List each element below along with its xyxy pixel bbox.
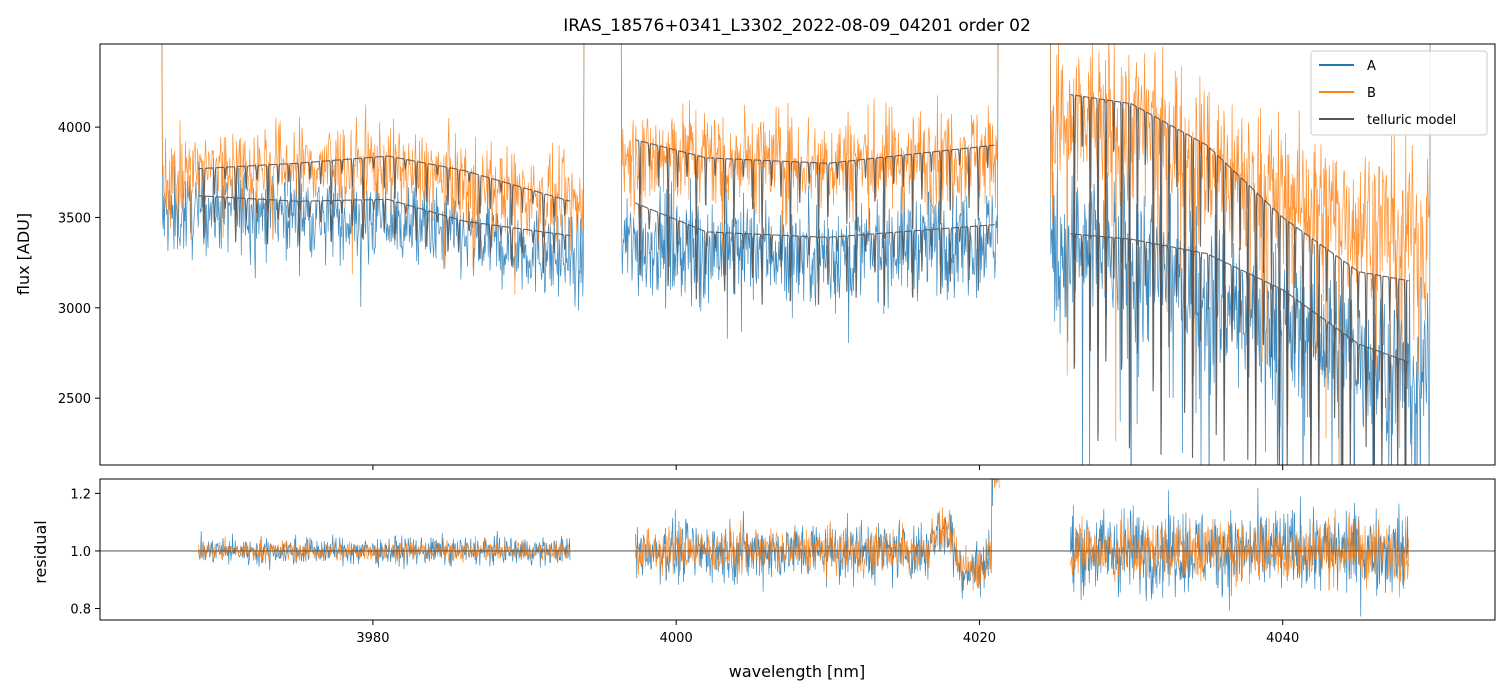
legend-label-b: B xyxy=(1367,86,1376,101)
flux-y-tick-label: 3000 xyxy=(58,302,91,317)
x-tick-label: 3980 xyxy=(356,631,389,646)
flux-plot-area xyxy=(161,44,1431,465)
telluric-model-curve-a-1 xyxy=(198,195,571,274)
legend: A B telluric model xyxy=(1310,50,1488,136)
residual-axes: 0.8 1.0 1.2 3980 4000 4020 4040 xyxy=(70,487,1299,646)
residual-plot-area xyxy=(100,479,1495,617)
telluric-model-curve-a-3 xyxy=(635,202,995,306)
residual-y-tick-label: 1.2 xyxy=(70,487,91,502)
x-tick-label: 4020 xyxy=(963,631,996,646)
residual-panel-frame xyxy=(99,478,1496,621)
residual-y-tick-label: 1.0 xyxy=(70,545,91,560)
residual-series-b-segment-3 xyxy=(1070,508,1409,598)
legend-box xyxy=(1310,50,1488,136)
telluric-model-curve-b-6 xyxy=(1070,94,1409,465)
telluric-model-curve-a-5 xyxy=(1070,233,1409,465)
x-tick-label: 4000 xyxy=(660,631,693,646)
flux-y-tick-label: 2500 xyxy=(58,392,91,407)
legend-label-telluric: telluric model xyxy=(1367,113,1456,128)
flux-series-b-segment-1 xyxy=(161,44,585,295)
residual-panel: 0.8 1.0 1.2 3980 4000 4020 4040 residual wavel… xyxy=(31,478,1496,681)
telluric-model-curve-b-4 xyxy=(635,139,995,239)
flux-axes: 2500 3000 3500 4000 xyxy=(58,121,1284,470)
x-tick-label: 4040 xyxy=(1266,631,1299,646)
telluric-model-curve-b-2 xyxy=(198,155,571,238)
chart-title: IRAS_18576+0341_L3302_2022-08-09_04201 o… xyxy=(563,16,1031,36)
flux-panel: 2500 3000 3500 4000 flux [ADU] A B telluric… xyxy=(14,43,1496,470)
residual-series-b-segment-1 xyxy=(198,536,571,565)
residual-series-a-segment-2 xyxy=(634,479,998,599)
flux-panel-frame xyxy=(99,43,1496,466)
flux-y-axis-label: flux [ADU] xyxy=(14,213,33,295)
flux-y-tick-label: 3500 xyxy=(58,211,91,226)
residual-y-axis-label: residual xyxy=(31,520,50,583)
residual-series-b-segment-2 xyxy=(634,479,1000,592)
residual-y-tick-label: 0.8 xyxy=(70,602,91,617)
legend-label-a: A xyxy=(1367,59,1376,74)
flux-y-tick-label: 4000 xyxy=(58,121,91,136)
x-axis-label: wavelength [nm] xyxy=(729,662,866,681)
